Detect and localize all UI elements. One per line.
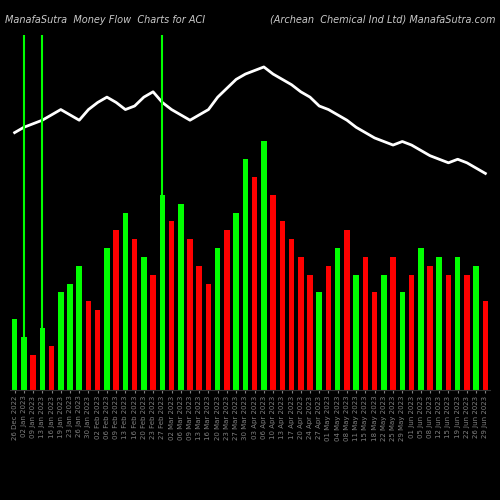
- Bar: [354, 274, 359, 390]
- Bar: [344, 230, 350, 390]
- Bar: [252, 177, 258, 390]
- Bar: [446, 274, 451, 390]
- Bar: [289, 239, 294, 390]
- Bar: [474, 266, 479, 390]
- Bar: [215, 248, 220, 390]
- Bar: [114, 230, 119, 390]
- Bar: [86, 301, 91, 390]
- Bar: [196, 266, 202, 390]
- Bar: [390, 257, 396, 390]
- Bar: [335, 248, 340, 390]
- Bar: [418, 248, 424, 390]
- Bar: [482, 301, 488, 390]
- Bar: [67, 284, 73, 390]
- Bar: [381, 274, 386, 390]
- Text: ManafaSutra  Money Flow  Charts for ACI: ManafaSutra Money Flow Charts for ACI: [5, 15, 205, 25]
- Bar: [224, 230, 230, 390]
- Bar: [436, 257, 442, 390]
- Text: (Archean  Chemical Ind Ltd) ManafaSutra.com: (Archean Chemical Ind Ltd) ManafaSutra.c…: [270, 15, 495, 25]
- Bar: [242, 159, 248, 390]
- Bar: [30, 354, 36, 390]
- Bar: [206, 284, 211, 390]
- Bar: [372, 292, 378, 390]
- Bar: [141, 257, 146, 390]
- Bar: [187, 239, 193, 390]
- Bar: [298, 257, 304, 390]
- Bar: [40, 328, 45, 390]
- Bar: [464, 274, 469, 390]
- Bar: [316, 292, 322, 390]
- Bar: [122, 212, 128, 390]
- Bar: [326, 266, 331, 390]
- Bar: [49, 346, 54, 390]
- Bar: [261, 142, 266, 390]
- Bar: [400, 292, 405, 390]
- Bar: [132, 239, 138, 390]
- Bar: [160, 194, 165, 390]
- Bar: [150, 274, 156, 390]
- Bar: [234, 212, 239, 390]
- Bar: [280, 222, 285, 390]
- Bar: [95, 310, 100, 390]
- Bar: [427, 266, 433, 390]
- Bar: [21, 337, 26, 390]
- Bar: [76, 266, 82, 390]
- Bar: [12, 319, 18, 390]
- Bar: [270, 194, 276, 390]
- Bar: [362, 257, 368, 390]
- Bar: [169, 222, 174, 390]
- Bar: [455, 257, 460, 390]
- Bar: [58, 292, 64, 390]
- Bar: [104, 248, 110, 390]
- Bar: [409, 274, 414, 390]
- Bar: [178, 204, 184, 390]
- Bar: [307, 274, 313, 390]
